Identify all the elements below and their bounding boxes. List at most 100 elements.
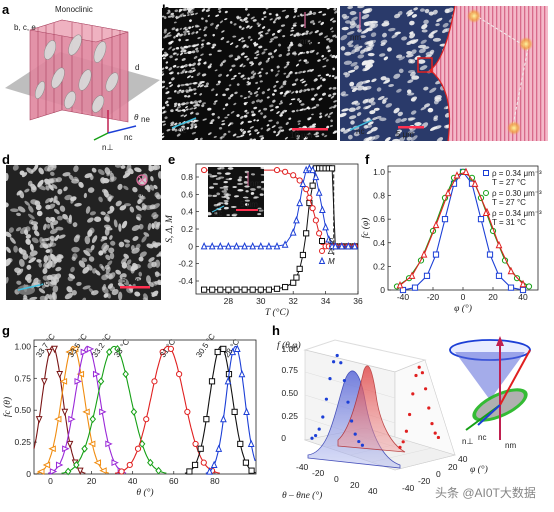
y-tick-label: 0	[26, 469, 31, 479]
schematic-monoclinic: Monoclinic b, c, e d θ ne n⊥ nc	[5, 5, 160, 152]
y-tick-label: -0.4	[178, 276, 193, 286]
data-point	[40, 378, 48, 386]
data-point	[318, 205, 326, 214]
projection-point	[408, 412, 412, 417]
data-point	[147, 458, 154, 467]
x-tick-label: 34	[321, 296, 331, 306]
data-point	[118, 468, 125, 475]
data-point	[71, 345, 79, 353]
chart-g: 0 20 40 60 80 0 0.25 0.50 0.75 1.00 θ (°) fc (θ) 33.…	[2, 332, 257, 498]
panel-label-d: d	[2, 152, 10, 167]
projection-point	[346, 400, 350, 404]
data-point	[483, 170, 489, 176]
data-point	[122, 370, 129, 378]
data-point	[322, 222, 329, 231]
panel-label-e: e	[168, 152, 175, 167]
data-point	[155, 466, 162, 475]
data-point	[331, 242, 339, 250]
data-point	[74, 377, 82, 385]
data-point	[130, 408, 138, 416]
x-tick-label: 20	[87, 476, 97, 486]
scale-bar-b: 10 μm	[290, 131, 313, 140]
data-point	[507, 284, 515, 291]
label-nc-d: nc	[40, 278, 48, 287]
h-x-tick: -40	[296, 462, 309, 472]
label-nm-b: nm	[300, 37, 311, 46]
y-tick-label: -0.2	[178, 259, 193, 269]
legend-entry: M	[328, 257, 335, 266]
data-point	[54, 415, 62, 423]
series-temp-label: 33.7 °C	[34, 332, 57, 359]
x-tick-label: 36	[353, 296, 363, 306]
data-point	[134, 445, 142, 452]
data-point	[35, 416, 43, 424]
data-point	[216, 242, 224, 250]
y-axis-label: S, Δ, M	[165, 214, 175, 243]
h-z-tick: 0.50	[281, 388, 298, 398]
data-point	[208, 242, 216, 250]
data-point	[441, 216, 449, 223]
projection-point	[321, 415, 325, 419]
h-y-tick: 20	[448, 462, 458, 472]
series-curve	[205, 345, 256, 474]
data-point	[296, 265, 303, 272]
data-point	[462, 167, 470, 176]
h-ylabel: φ (°)	[470, 464, 488, 475]
inset-label-nc: nc	[214, 209, 222, 218]
y-tick-label: 0.8	[181, 172, 193, 182]
legend-entry-temp: T = 27 °C	[492, 178, 526, 187]
projection-point	[424, 387, 428, 391]
plot-frame	[33, 339, 257, 475]
data-point	[197, 445, 204, 452]
projection-point	[360, 443, 364, 447]
y-tick-label: 0.8	[373, 191, 385, 201]
projection-point	[324, 397, 328, 401]
data-point	[65, 348, 73, 356]
legend-entry-temp: T = 31 °C	[492, 218, 526, 227]
x-tick-label: 0	[48, 476, 53, 486]
y-tick-label: 0.25	[14, 437, 31, 447]
projection-point	[339, 361, 343, 365]
data-point	[408, 271, 416, 279]
data-point	[220, 414, 227, 423]
h-x-tick: 40	[368, 486, 378, 496]
data-point	[55, 461, 64, 469]
legend-entry: Δ	[327, 247, 333, 256]
data-point	[471, 179, 479, 187]
data-point	[344, 242, 352, 250]
data-point	[495, 240, 503, 249]
data-point	[247, 439, 255, 448]
projection-point	[357, 439, 361, 444]
data-point	[444, 188, 452, 197]
data-point	[249, 286, 256, 293]
data-point	[105, 440, 113, 448]
watermark: 头条 @AI0T大数据	[435, 485, 536, 500]
data-point	[282, 168, 289, 175]
data-point	[210, 460, 218, 469]
data-point	[299, 179, 307, 188]
x-tick-label: 20	[488, 292, 498, 302]
micrograph-c: nm nc 5 μm	[340, 5, 548, 142]
series-curve	[114, 345, 220, 474]
data-point	[214, 348, 221, 356]
data-point	[399, 286, 407, 294]
data-point	[257, 286, 264, 293]
x-tick-label: 80	[210, 476, 220, 486]
y-tick-label: 1.00	[14, 341, 31, 351]
h-y-tick: 0	[436, 469, 441, 479]
h-x-tick: 20	[350, 480, 360, 490]
projection-point	[414, 373, 418, 378]
y-tick-label: 0.2	[181, 224, 193, 234]
plane-label-bce: b, c, e	[14, 23, 36, 32]
x-axis-label: θ (°)	[136, 487, 153, 498]
nperp-arrow	[93, 132, 109, 141]
data-point	[186, 468, 193, 475]
data-point	[296, 198, 304, 207]
projection-point	[335, 353, 339, 358]
projection-point	[353, 432, 357, 436]
data-point	[42, 461, 51, 469]
orientation-schematic: n⊥ nc nm	[449, 336, 531, 450]
data-point	[237, 440, 244, 448]
data-point	[51, 345, 58, 354]
projection-point	[404, 429, 408, 433]
